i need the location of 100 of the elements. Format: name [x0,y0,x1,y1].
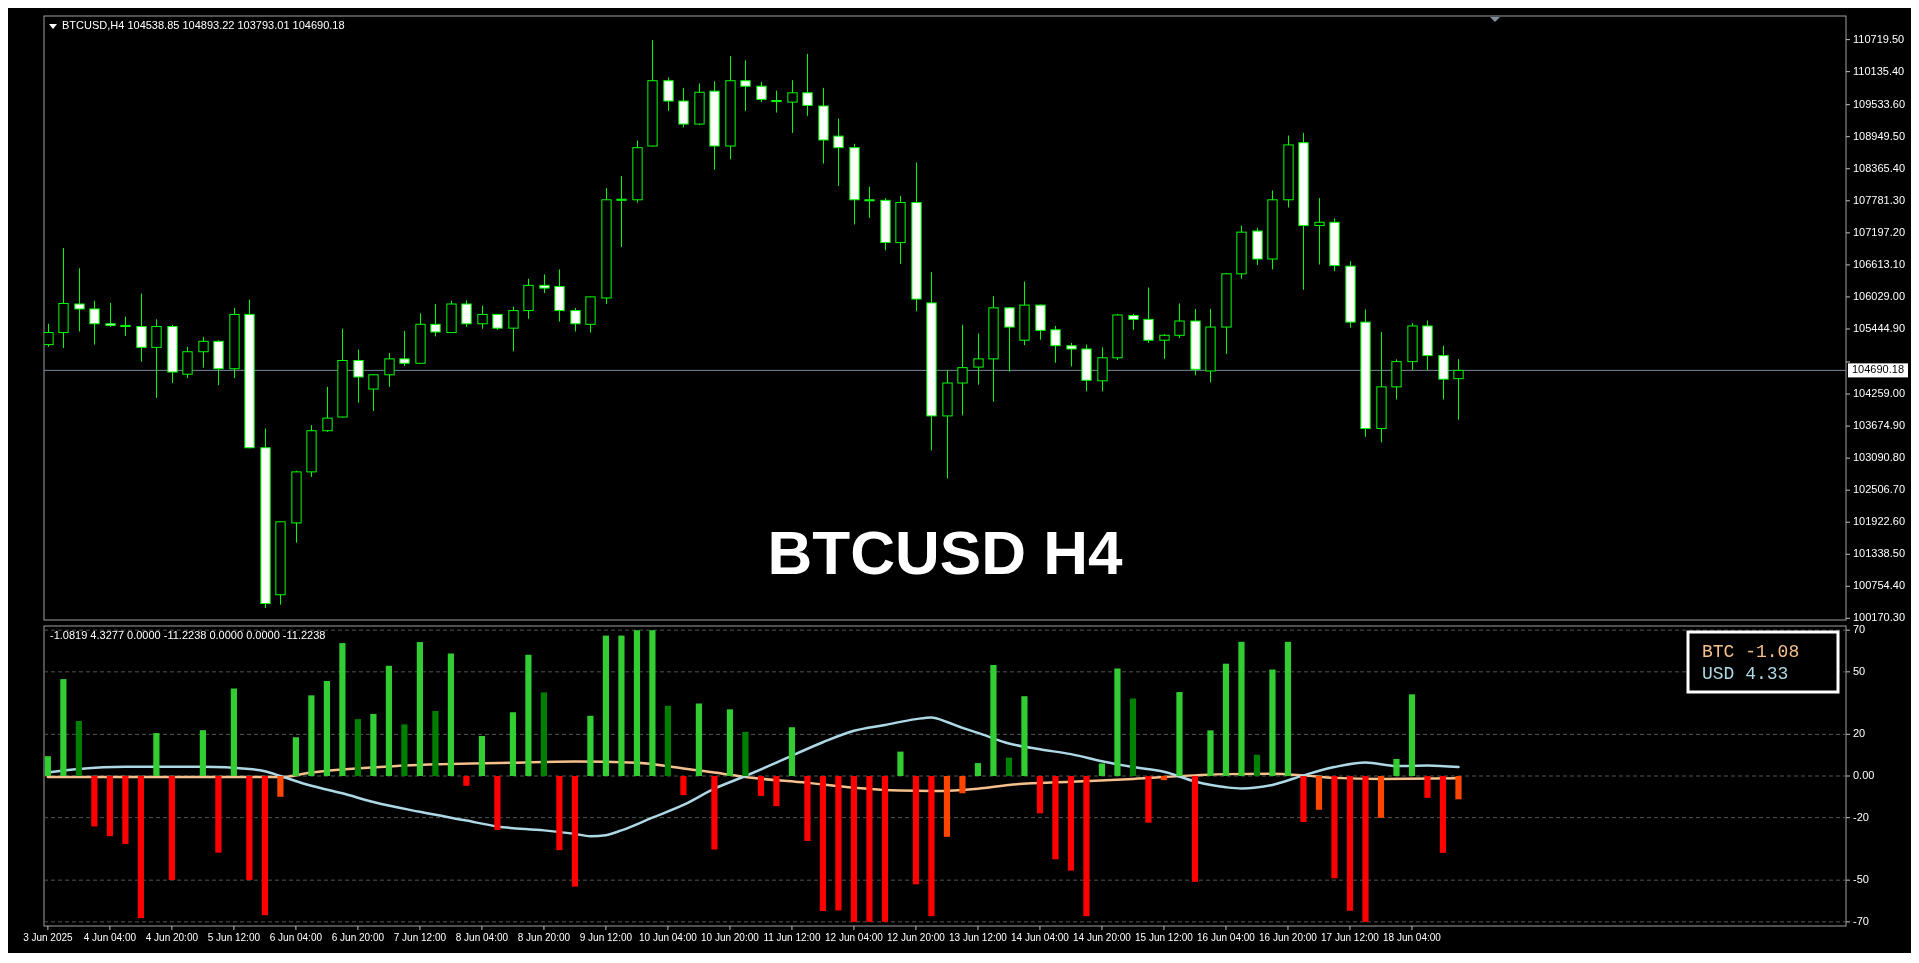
candlestick [508,306,519,352]
bar [1191,776,1199,882]
bar [1377,776,1385,818]
bar [742,731,749,776]
bar [215,776,222,853]
candlestick [322,386,333,433]
bar [1145,776,1152,823]
ref-line-label: 104690.18 [1852,363,1904,376]
candlestick [771,90,782,114]
bar [60,679,67,776]
y-tick-label: 105444.90 [1853,321,1905,334]
bar [990,664,997,776]
bar [556,776,563,851]
bar [447,653,454,776]
y-tick-label: 104259.00 [1853,386,1905,399]
x-tick-label: 5 Jun 12:00 [207,932,261,943]
candlestick [1438,345,1449,400]
y-tick-label: 106029.00 [1853,289,1905,302]
bar [835,776,842,911]
bar [804,776,811,841]
x-tick-label: 6 Jun 04:00 [269,932,323,943]
bar [354,719,361,776]
y-tick-label: 102506.70 [1853,483,1905,496]
candlestick [1050,325,1061,364]
candlestick [182,346,193,379]
bar [91,776,98,827]
x-tick-label: 8 Jun 04:00 [455,932,509,943]
bar [137,776,144,919]
candlestick [1066,342,1077,368]
bar [1176,692,1183,776]
bar [168,776,175,880]
x-tick-label: 14 Jun 04:00 [1011,932,1070,943]
y-tick-label: 107781.30 [1853,193,1905,206]
bar [1021,696,1028,776]
candlestick [477,305,488,330]
bar [385,665,392,776]
bar [633,630,641,776]
bar [943,776,951,837]
candlestick [120,316,131,337]
x-tick-label: 17 Jun 12:00 [1321,932,1380,943]
candlestick [973,333,984,386]
candlestick [756,81,767,103]
candlestick [570,307,581,332]
bar [246,776,253,880]
bar [881,776,889,922]
bar [1269,669,1276,776]
x-tick-label: 10 Jun 04:00 [639,932,698,943]
candlestick [136,293,147,363]
bar [1300,776,1307,823]
y-tick-label: 70 [1853,623,1866,636]
bar [664,705,672,776]
bar [339,643,346,776]
y-tick-label: 100170.30 [1853,611,1905,624]
bar [788,727,796,776]
bar [509,712,517,776]
x-tick-label: 14 Jun 20:00 [1073,932,1132,943]
bar [540,692,548,776]
bar [850,776,858,922]
y-tick-label: 109533.60 [1853,97,1905,110]
bar [571,776,579,887]
y-tick-label: 103090.80 [1853,451,1905,464]
x-tick-label: 16 Jun 20:00 [1259,932,1318,943]
bar [711,776,718,850]
bar [401,724,408,776]
y-tick-label: 108949.50 [1853,129,1905,142]
x-tick-label: 12 Jun 04:00 [825,932,884,943]
candlestick [678,87,689,128]
bar [1207,730,1214,776]
bar [1238,641,1245,776]
bar [819,776,827,911]
bar [587,715,594,776]
y-tick-label: 20 [1853,727,1866,740]
y-tick-label: 103674.90 [1853,418,1905,431]
x-tick-label: 3 Jun 2025 [23,932,74,943]
bar [897,751,904,776]
candlestick [539,273,550,294]
bar [1253,754,1261,776]
candlestick [1453,358,1464,421]
bar [416,642,423,776]
bar [1408,694,1416,776]
bar [680,776,687,796]
x-tick-label: 4 Jun 20:00 [145,932,199,943]
candlestick [864,186,875,219]
y-tick-label: -50 [1853,873,1869,886]
bar [602,635,610,776]
candlestick [1314,197,1325,266]
text: USD 4.33 [1702,663,1789,684]
annotation: BTCUSD,H4 104538.85 104893.22 103793.01 104690.18 [62,19,345,31]
bar [1222,663,1230,776]
bar [153,733,160,776]
candlestick [787,79,798,134]
x-tick-label: 4 Jun 04:00 [83,932,137,943]
y-tick-label: -20 [1853,810,1869,823]
bar [649,630,656,776]
x-tick-label: 12 Jun 20:00 [887,932,946,943]
bar [1362,776,1369,922]
bar [1393,758,1400,776]
candlestick [399,330,410,367]
candlestick [105,302,116,328]
bar [726,709,734,776]
